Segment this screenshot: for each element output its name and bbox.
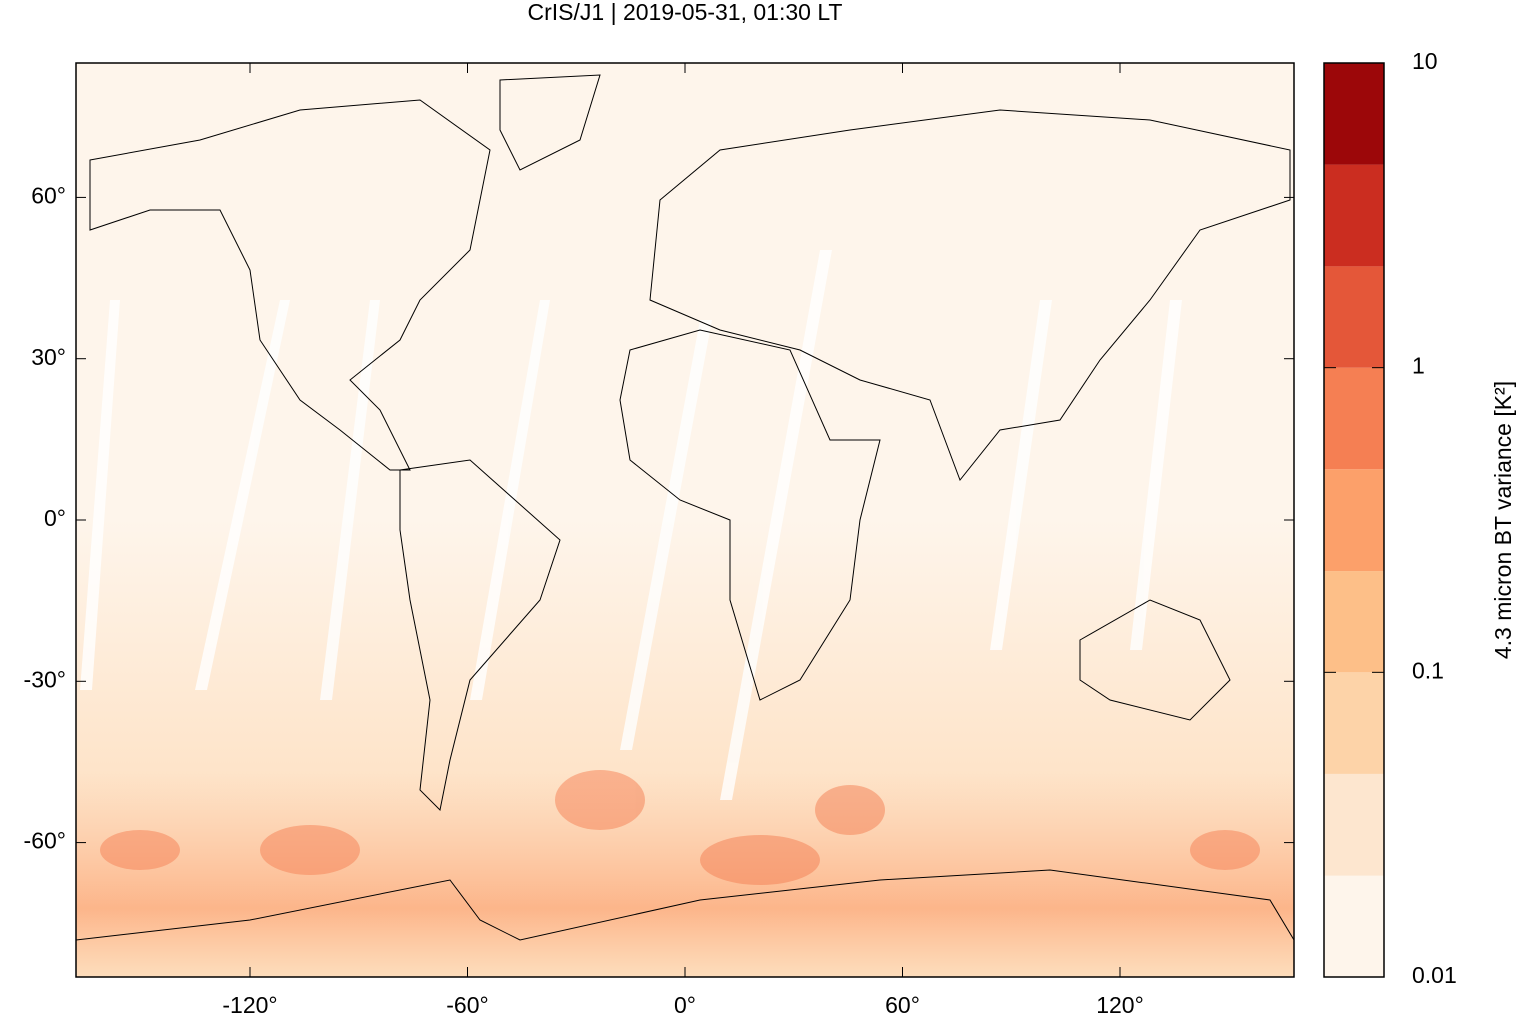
colorbar-band	[1324, 469, 1384, 572]
y-tick-label: 60°	[31, 182, 66, 208]
chart-title: CrIS/J1 | 2019-05-31, 01:30 LT	[528, 0, 843, 25]
colorbar-band	[1324, 773, 1384, 876]
y-tick-label: 30°	[31, 344, 66, 370]
y-tick-label: 0°	[44, 505, 66, 531]
y-tick-label: -60°	[24, 828, 66, 854]
colorbar-band	[1324, 266, 1384, 368]
coastlines	[76, 74, 1294, 941]
x-tick-label: 120°	[1096, 992, 1144, 1018]
variance-field	[76, 520, 1294, 977]
colorbar-band	[1324, 875, 1384, 977]
orbit-gaps	[80, 250, 1182, 800]
colorbar-tick-label: 0.1	[1412, 657, 1444, 683]
colorbar-frame	[1323, 62, 1385, 978]
map-field	[76, 63, 1294, 977]
colorbar-band	[1324, 367, 1384, 470]
variance-blobs	[100, 770, 1260, 885]
x-tick-label: 60°	[885, 992, 920, 1018]
colorbar-tick-label: 10	[1412, 48, 1438, 74]
x-tick-label: -120°	[222, 992, 277, 1018]
y-tick-label: -30°	[24, 666, 66, 692]
colorbar-tick-label: 0.01	[1412, 962, 1457, 988]
colorbar-tick-label: 1	[1412, 353, 1425, 379]
colorbar-band	[1324, 672, 1384, 774]
colorbar-band	[1324, 63, 1384, 165]
colorbar-band	[1324, 571, 1384, 673]
x-tick-label: -60°	[446, 992, 488, 1018]
colorbar-label: 4.3 micron BT variance [K²]	[1490, 381, 1516, 659]
colorbar-band	[1324, 164, 1384, 267]
x-tick-label: 0°	[674, 992, 696, 1018]
